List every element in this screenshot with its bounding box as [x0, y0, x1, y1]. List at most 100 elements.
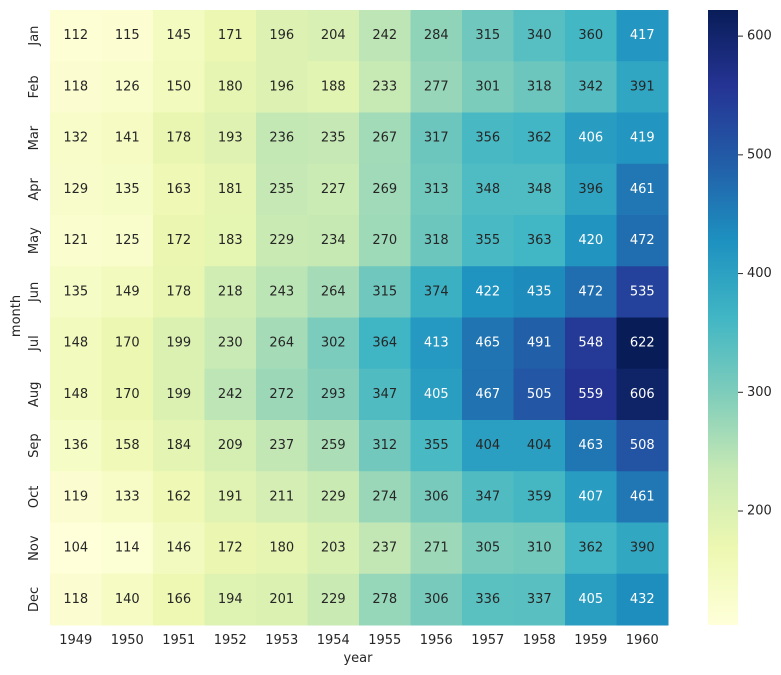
cell-value-label: 209 — [218, 438, 243, 453]
y-tick-label: May — [27, 227, 42, 254]
cell-value-label: 148 — [63, 387, 88, 402]
heatmap-cell — [565, 522, 617, 575]
heatmap-cell — [153, 112, 205, 165]
cell-value-label: 461 — [630, 182, 655, 197]
heatmap-cell — [153, 420, 205, 472]
heatmap-cell — [307, 368, 360, 421]
cell-value-label: 236 — [269, 131, 294, 146]
heatmap-cell — [204, 266, 257, 318]
x-tick-label: 1954 — [317, 633, 350, 648]
heatmap-cell — [256, 112, 308, 165]
heatmap-cell — [307, 61, 360, 113]
heatmap-cell — [616, 471, 669, 523]
cell-value-label: 145 — [166, 28, 191, 43]
cell-value-label: 166 — [166, 592, 191, 607]
heatmap-cell — [513, 112, 566, 165]
cell-value-label: 461 — [630, 489, 655, 504]
cell-value-label: 234 — [321, 233, 346, 248]
cell-value-label: 118 — [63, 592, 88, 607]
cell-value-label: 405 — [578, 592, 603, 607]
cell-value-label: 364 — [372, 336, 397, 351]
heatmap-cell — [256, 163, 308, 216]
heatmap-cell — [359, 420, 411, 472]
cell-value-label: 172 — [218, 541, 243, 556]
heatmap-cell — [153, 266, 205, 318]
y-tick-label: Oct — [27, 486, 42, 508]
heatmap-cell — [462, 163, 514, 216]
cell-value-label: 355 — [475, 233, 500, 248]
heatmap-cell — [50, 317, 102, 370]
cell-value-label: 135 — [63, 284, 88, 299]
heatmap-cell — [410, 573, 463, 626]
cell-value-label: 243 — [269, 284, 294, 299]
cell-value-label: 188 — [321, 79, 346, 94]
heatmap-cell — [153, 573, 205, 626]
cell-value-label: 125 — [115, 233, 140, 248]
cell-value-label: 126 — [115, 79, 140, 94]
heatmap-cell — [256, 420, 308, 472]
cell-value-label: 237 — [269, 438, 294, 453]
heatmap-cell — [565, 112, 617, 165]
heatmap-cell — [359, 10, 411, 62]
colorbar — [708, 10, 738, 625]
heatmap-cell — [359, 215, 411, 267]
heatmap-cell — [410, 215, 463, 267]
cell-value-label: 163 — [166, 182, 191, 197]
cell-value-label: 218 — [218, 284, 243, 299]
heatmap-cell — [153, 215, 205, 267]
heatmap-cell — [565, 368, 617, 421]
heatmap-cell — [513, 61, 566, 113]
cell-value-label: 193 — [218, 131, 243, 146]
cell-value-label: 315 — [372, 284, 397, 299]
cell-value-label: 432 — [630, 592, 655, 607]
cell-value-label: 313 — [424, 182, 449, 197]
heatmap-cell — [513, 163, 566, 216]
cell-value-label: 269 — [372, 182, 397, 197]
heatmap-cell — [153, 163, 205, 216]
heatmap-cell — [101, 420, 154, 472]
cell-value-label: 211 — [269, 489, 294, 504]
heatmap-cell — [462, 368, 514, 421]
heatmap-cell — [50, 112, 102, 165]
heatmap-cell — [513, 266, 566, 318]
cell-value-label: 227 — [321, 182, 346, 197]
x-tick-label: 1951 — [162, 633, 195, 648]
heatmap-cell — [256, 61, 308, 113]
cell-value-label: 362 — [527, 131, 552, 146]
y-tick-label: Nov — [27, 535, 42, 561]
heatmap-cell — [101, 573, 154, 626]
heatmap-cell — [565, 215, 617, 267]
heatmap-cell — [616, 573, 669, 626]
heatmap-cell — [462, 573, 514, 626]
cell-value-label: 119 — [63, 489, 88, 504]
heatmap-cell — [256, 317, 308, 370]
cell-value-label: 115 — [115, 28, 140, 43]
cell-value-label: 264 — [269, 336, 294, 351]
x-tick-label: 1958 — [523, 633, 556, 648]
heatmap-cell — [462, 215, 514, 267]
cell-value-label: 405 — [424, 387, 449, 402]
heatmap-cell — [513, 10, 566, 62]
cell-value-label: 112 — [63, 28, 88, 43]
heatmap-cell — [359, 368, 411, 421]
heatmap-cell — [101, 368, 154, 421]
colorbar-ticks: 200 300 400 500 600 — [738, 29, 772, 519]
x-tick-label: 1953 — [265, 633, 298, 648]
heatmap-cell — [616, 215, 669, 267]
cell-value-label: 467 — [475, 387, 500, 402]
cell-value-label: 129 — [63, 182, 88, 197]
cell-value-label: 277 — [424, 79, 449, 94]
cell-value-label: 606 — [630, 387, 655, 402]
cell-value-label: 417 — [630, 28, 655, 43]
heatmap-cell — [307, 10, 360, 62]
cell-value-label: 170 — [115, 336, 140, 351]
x-tick-label: 1955 — [368, 633, 401, 648]
heatmap-cell — [616, 368, 669, 421]
heatmap-cell — [462, 112, 514, 165]
cell-value-label: 559 — [578, 387, 603, 402]
heatmap-cell — [307, 522, 360, 575]
cell-value-label: 118 — [63, 79, 88, 94]
heatmap-cell — [50, 266, 102, 318]
cell-value-label: 355 — [424, 438, 449, 453]
